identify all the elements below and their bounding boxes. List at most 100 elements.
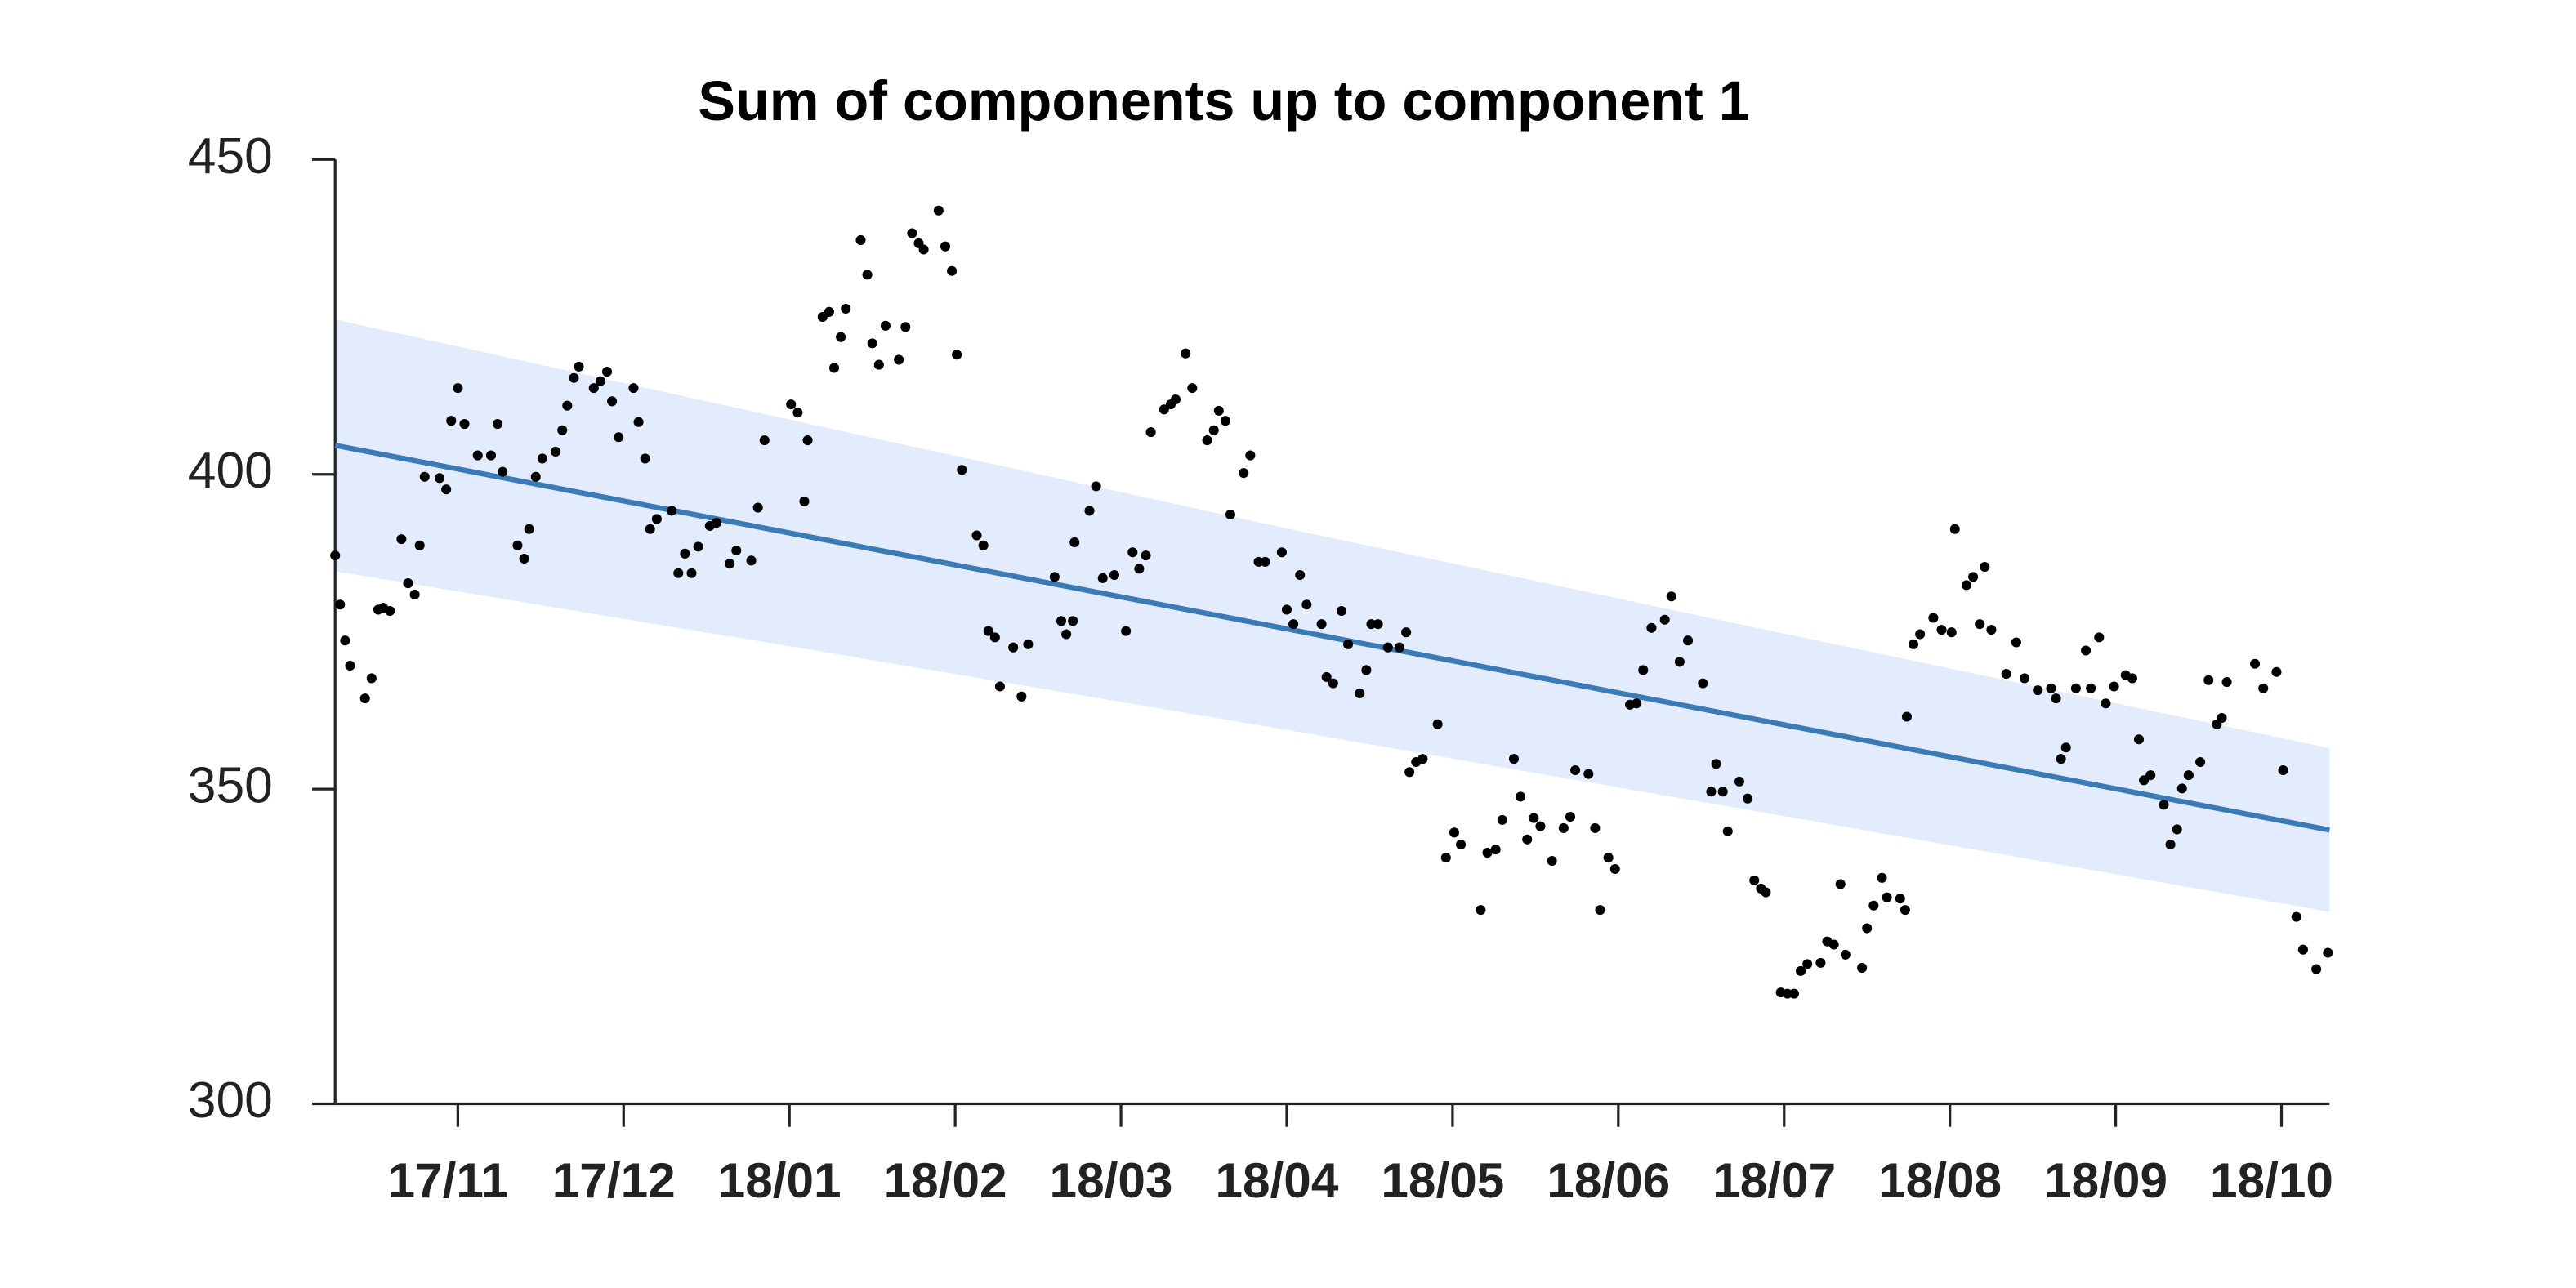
- data-point: [453, 383, 463, 394]
- data-point: [2086, 683, 2096, 693]
- data-point: [792, 408, 803, 418]
- data-point: [1900, 905, 1910, 916]
- data-point: [725, 559, 735, 569]
- data-point: [824, 306, 834, 317]
- data-point: [1603, 853, 1614, 863]
- data-point: [867, 338, 877, 349]
- data-point: [1361, 665, 1372, 675]
- data-point: [799, 496, 810, 506]
- x-tick-label: 18/02: [884, 1152, 1007, 1208]
- data-point: [1936, 625, 1947, 635]
- data-point: [633, 417, 644, 427]
- data-point: [1802, 959, 1813, 969]
- data-point: [335, 599, 346, 610]
- data-point: [1949, 524, 1960, 534]
- data-point: [614, 432, 624, 443]
- data-point: [551, 446, 561, 457]
- data-point: [651, 514, 662, 524]
- plot-area: 300 350 400 450 17/11 17/12 18/01 18/02 18/03 18/…: [188, 128, 2333, 1208]
- data-point: [1276, 547, 1287, 558]
- data-point: [1316, 619, 1327, 630]
- data-point: [2165, 839, 2176, 849]
- data-point: [562, 400, 573, 411]
- data-point: [2046, 683, 2056, 693]
- data-point: [873, 359, 884, 370]
- data-point: [957, 465, 967, 475]
- data-point: [1788, 988, 1799, 999]
- data-point: [1134, 564, 1145, 574]
- data-point: [1181, 348, 1191, 359]
- data-point: [711, 518, 721, 528]
- data-point: [385, 605, 395, 617]
- data-point: [1170, 394, 1181, 405]
- data-point: [983, 626, 993, 636]
- data-point: [441, 484, 452, 495]
- data-point: [759, 435, 770, 446]
- data-point: [1476, 905, 1486, 916]
- data-point: [2258, 683, 2269, 693]
- data-point: [1061, 629, 1072, 640]
- data-point: [1975, 619, 1985, 630]
- data-point: [1522, 834, 1533, 845]
- data-point: [403, 578, 413, 589]
- data-point: [640, 453, 650, 464]
- data-point: [1711, 759, 1721, 769]
- data-point: [2145, 770, 2156, 781]
- data-point: [2203, 675, 2214, 685]
- data-point: [1382, 642, 1393, 653]
- data-point: [855, 234, 866, 245]
- data-point: [1301, 599, 1312, 610]
- data-point: [693, 541, 703, 552]
- data-point: [1202, 435, 1212, 446]
- data-point: [359, 693, 370, 704]
- data-point: [1321, 671, 1332, 682]
- data-point: [1225, 510, 1236, 520]
- data-point: [1547, 855, 1557, 867]
- data-point: [1456, 839, 1467, 849]
- data-point: [1558, 822, 1569, 833]
- data-point: [933, 205, 944, 216]
- data-point: [1535, 821, 1546, 831]
- data-point: [2217, 712, 2227, 724]
- y-tick-label: 300: [188, 1072, 273, 1129]
- data-point: [673, 568, 684, 578]
- data-point: [880, 320, 891, 331]
- data-point: [1432, 719, 1443, 729]
- data-point: [1508, 754, 1520, 764]
- data-point: [2033, 685, 2043, 696]
- data-point: [396, 534, 407, 545]
- data-point: [607, 396, 618, 407]
- data-point: [1141, 550, 1151, 561]
- data-point: [1946, 627, 1957, 638]
- data-point: [752, 502, 763, 513]
- x-tick-label: 17/12: [552, 1152, 676, 1208]
- data-point: [1288, 619, 1299, 630]
- x-tick-label: 18/07: [1712, 1152, 1836, 1208]
- data-point: [2278, 764, 2288, 776]
- data-point: [1109, 570, 1119, 581]
- y-tick-label: 450: [188, 128, 273, 185]
- data-point: [530, 471, 541, 482]
- data-point: [459, 419, 470, 430]
- data-point: [900, 322, 911, 332]
- data-point: [569, 372, 579, 383]
- data-point: [1986, 625, 1997, 635]
- data-point: [1570, 764, 1581, 776]
- data-point: [1213, 405, 1224, 416]
- data-point: [836, 332, 846, 342]
- data-point: [1281, 604, 1292, 615]
- data-point: [498, 466, 508, 477]
- data-point: [1761, 887, 1771, 898]
- data-point: [2011, 637, 2021, 648]
- data-point: [1717, 787, 1728, 797]
- data-point: [2311, 964, 2322, 974]
- data-point: [2159, 800, 2169, 810]
- data-point: [1336, 605, 1346, 617]
- data-point: [1828, 939, 1839, 950]
- data-point: [1023, 639, 1034, 649]
- data-point: [1632, 698, 1642, 709]
- data-point: [994, 681, 1005, 692]
- data-point: [1877, 872, 1887, 883]
